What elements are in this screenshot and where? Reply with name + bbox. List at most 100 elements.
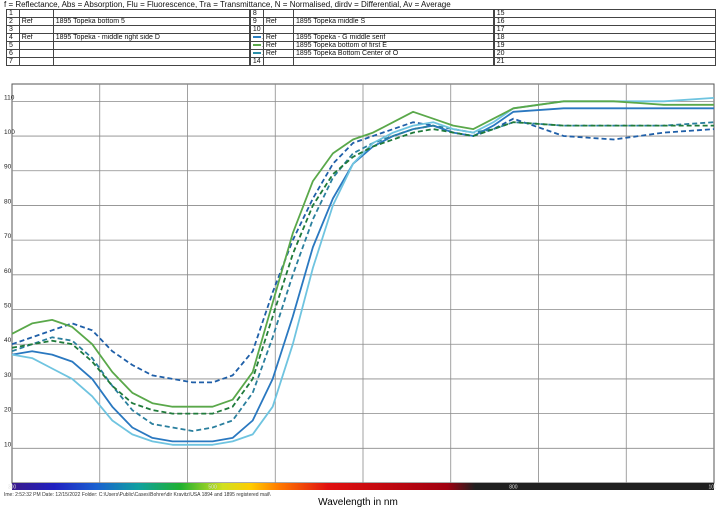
legend-text: 4 [9,34,13,41]
legend-cell [292,25,495,34]
spectrum-bar [12,483,714,490]
legend-text: 1895 Topeka - G middle serif [296,34,386,41]
legend-cell: 7 [6,57,20,66]
y-tick-label: 90 [4,164,12,171]
series-line-6 [11,121,714,415]
legend-text: Ref [21,18,33,25]
legend-cell: 10 [248,25,264,34]
legend-text: 19 [496,42,505,49]
legend-cell: Ref [262,41,295,50]
legend-cell [52,25,251,34]
legend-cell: 3 [6,25,20,34]
legend-cell: 12 [248,41,264,50]
legend-cell: 18 [492,33,716,42]
y-tick-label: 110 [4,94,15,101]
legend-cell: 19 [492,41,716,50]
legend-cell [52,49,251,58]
legend-cell [292,57,495,66]
legend-cell [18,41,54,50]
legend-cell: 5 [6,41,20,50]
legend-cell [52,41,251,50]
legend-cell: 11 [248,33,264,42]
legend-cell [18,25,54,34]
legend-cell: 1895 Topeka Bottom Center of O [292,49,495,58]
footer-info: Ime: 2:52:32 PM Date: 12/15/2022 Folder:… [4,492,271,498]
x-tick-label: 300 [8,485,17,491]
y-tick-label: 40 [4,337,12,344]
legend-cell [262,57,295,66]
legend-text: 1895 Topeka - middle right side D [55,34,160,41]
legend-cell: 1895 Topeka bottom of first E [292,41,495,50]
legend-cell: 6 [6,49,20,58]
legend-text: 13 [262,51,263,57]
legend-text: Ref [265,42,277,49]
legend-cell: 20 [492,49,716,58]
legend-text: 14 [252,58,261,65]
legend-row: 3 10 17 [6,25,716,34]
legend-cell [292,9,495,18]
legend-text: 11 [262,35,263,41]
legend-cell: 8 [248,9,264,18]
y-tick-label: 30 [4,372,12,379]
legend-text: 1895 Topeka middle S [296,18,366,25]
legend-text: 1 [9,10,13,17]
legend-row: 7 14 21 [6,57,716,66]
legend-row: 1 8 15 [6,9,716,18]
legend-cell: 2 [6,17,20,26]
legend-text: 2 [9,18,13,25]
legend-text: 1895 Topeka Bottom Center of O [296,50,399,57]
legend-swatch [252,52,261,55]
legend-cell: 17 [492,25,716,34]
legend-text: Ref [265,50,277,57]
legend-cell: 1895 Topeka middle S [292,17,495,26]
legend-text: Ref [21,34,33,41]
legend-table: 1 8 15 2 Ref 1895 Topeka bottom 5 9 Ref 1895 Top… [6,9,716,66]
legend-cell [262,25,295,34]
legend-cell: 13 [248,49,264,58]
series-line-5 [11,100,714,408]
legend-text: 12 [262,43,263,49]
legend-cell [262,9,295,18]
legend-text: 8 [252,10,257,17]
legend-text: 10 [252,26,261,33]
x-tick-label: 800 [509,485,518,491]
legend-cell: 15 [492,9,716,18]
x-tick-label: 500 [208,485,217,491]
legend-cell: Ref [262,49,295,58]
legend-cell: Ref [18,17,54,26]
legend-cell: 14 [248,57,264,66]
legend-swatch [252,36,261,39]
legend-row: 2 Ref 1895 Topeka bottom 5 9 Ref 1895 Topeka … [6,17,716,26]
legend-cell: 21 [492,57,716,66]
legend-text: Ref [265,18,277,25]
y-tick-label: 50 [4,303,12,310]
legend-swatch [252,44,261,47]
header-line: f = Reflectance, Abs = Absorption, Flu =… [4,0,451,9]
legend-text: 1895 Topeka bottom 5 [55,18,125,25]
legend-cell [52,57,251,66]
series-line-2 [11,107,714,443]
legend-text: 5 [9,42,13,49]
legend-text: 17 [496,26,505,33]
legend-text: 15 [496,10,505,17]
legend-cell: Ref [18,33,54,42]
legend-cell: Ref [262,33,295,42]
legend-cell [18,49,54,58]
x-tick-label: 1000 [708,485,716,491]
legend-text: 7 [9,58,13,65]
legend-text: 3 [9,26,13,33]
legend-cell: 1895 Topeka - G middle serif [292,33,495,42]
legend-cell: Ref [262,17,295,26]
legend-text: 6 [9,50,13,57]
y-tick-label: 80 [4,198,12,205]
legend-cell [18,57,54,66]
legend-text: 1895 Topeka bottom of first E [296,42,387,49]
legend-text: 18 [496,34,505,41]
legend-cell: 1895 Topeka - middle right side D [52,33,251,42]
y-tick-label: 10 [4,441,12,448]
y-tick-label: 70 [4,233,12,240]
y-tick-label: 60 [4,268,12,275]
legend-cell [52,9,251,18]
legend-cell: 1 [6,9,20,18]
